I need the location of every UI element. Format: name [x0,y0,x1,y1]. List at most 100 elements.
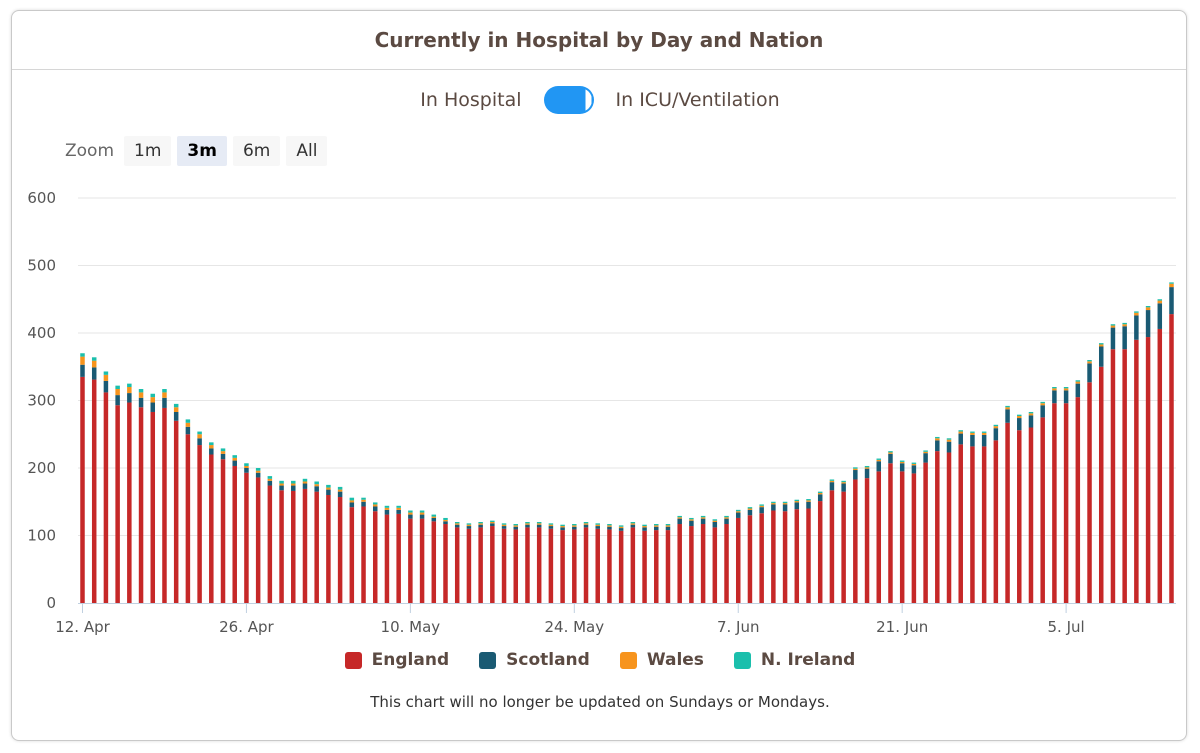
bar-scotland [970,434,975,447]
legend-label-n-ireland: N. Ireland [760,650,856,670]
bar-england [794,509,800,603]
bar-scotland [150,402,156,412]
bar-scotland [396,509,401,514]
bar-england [525,527,530,603]
bar-england [689,526,694,603]
bar-scotland [1098,346,1104,367]
bar-n-ireland [91,357,97,361]
bar-england [267,485,273,603]
bar-wales [1122,324,1127,327]
bar-n-ireland [232,455,237,458]
bar-england [1134,339,1139,603]
toggle-right-label[interactable]: In ICU/Ventilation [615,89,780,111]
bar-n-ireland [197,431,202,435]
bar-n-ireland [1005,405,1010,408]
legend-item-scotland[interactable]: Scotland [479,650,590,670]
bar-n-ireland [103,371,109,375]
bar-n-ireland [408,510,413,513]
zoom-6m-button[interactable]: 6m [232,136,281,166]
bar-n-ireland [1063,387,1069,389]
bar-scotland [1134,315,1139,340]
zoom-all-button[interactable]: All [286,136,328,166]
zoom-1m-button[interactable]: 1m [124,136,172,166]
bar-england [829,490,835,603]
bar-n-ireland [689,517,694,520]
bar-n-ireland [782,501,788,504]
bar-n-ireland [267,476,273,479]
bar-n-ireland [349,497,355,501]
toggle-left-label[interactable]: In Hospital [420,89,522,111]
bar-scotland [1063,390,1069,404]
bar-wales [115,389,120,396]
bar-england [513,529,519,603]
bar-scotland [958,433,963,445]
legend-item-wales[interactable]: Wales [619,650,704,670]
bar-n-ireland [935,436,940,439]
bar-n-ireland [255,468,261,471]
bar-scotland [454,524,460,528]
legend-item-england[interactable]: England [344,650,449,670]
bar-scotland [384,509,390,515]
bar-scotland [548,526,554,529]
zoom-3m-button[interactable]: 3m [177,136,227,166]
bar-wales [220,451,226,454]
bar-n-ireland [396,505,401,508]
bar-england [548,528,554,603]
bar-scotland [853,470,858,480]
bar-scotland [677,518,682,525]
bar-wales [1157,300,1163,304]
bar-n-ireland [841,480,846,483]
bar-england [1122,349,1127,603]
bar-scotland [197,438,202,446]
bar-england [501,528,507,603]
bar-wales [314,484,319,487]
legend-item-n-ireland[interactable]: N. Ireland [733,650,856,670]
bar-england [162,407,167,603]
bar-england [700,524,706,603]
bar-wales [1145,307,1151,311]
bar-wales [1110,325,1116,328]
bar-england [1063,403,1069,603]
bar-n-ireland [1145,306,1151,308]
bar-n-ireland [244,463,249,466]
bar-n-ireland [700,515,706,518]
bar-scotland [267,480,273,486]
bar-n-ireland [946,438,952,440]
bar-england [349,507,355,603]
bar-england [302,488,308,603]
bar-scotland [302,483,308,489]
bar-n-ireland [478,522,483,524]
bar-scotland [220,453,226,460]
bar-scotland [431,517,437,522]
bar-england [618,530,624,603]
bar-england [431,521,437,603]
bar-wales [396,507,401,510]
bar-england [630,527,636,603]
bar-england [993,440,999,603]
bar-scotland [337,491,343,498]
bar-n-ireland [162,389,167,393]
bar-england [490,526,495,603]
bar-n-ireland [138,389,144,393]
bar-england [150,411,156,603]
bar-wales [794,501,800,503]
bar-wales [255,470,261,473]
bar-wales [712,520,718,522]
bar-n-ireland [747,507,753,509]
hospital-icu-switch[interactable] [543,86,594,114]
bar-wales [771,503,776,505]
bar-wales [337,489,343,492]
bar-scotland [572,526,577,530]
bar-n-ireland [817,491,823,493]
bar-wales [1134,312,1139,316]
bar-scotland [993,428,999,441]
bar-n-ireland [361,497,366,500]
bar-england [419,518,425,604]
bar-n-ireland [209,442,214,446]
bar-wales [572,525,577,527]
bar-n-ireland [419,510,425,513]
bar-n-ireland [431,514,437,517]
bar-scotland [782,504,788,512]
bar-england [408,518,413,604]
x-tick-label: 24. May [544,618,604,636]
